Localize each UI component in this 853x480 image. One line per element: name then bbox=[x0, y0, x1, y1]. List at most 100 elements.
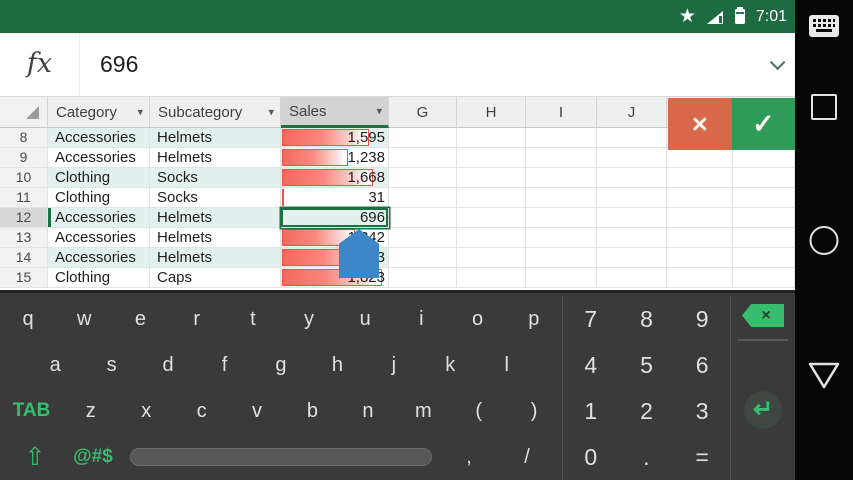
cell-empty[interactable] bbox=[733, 248, 795, 268]
cell-empty[interactable] bbox=[526, 248, 597, 268]
filter-dropdown-icon[interactable]: ▾ bbox=[268, 106, 274, 119]
row-header[interactable]: 13 bbox=[0, 228, 48, 248]
numpad-key-9[interactable]: 9 bbox=[695, 305, 709, 332]
cell-empty[interactable] bbox=[457, 208, 526, 228]
row-header[interactable]: 10 bbox=[0, 168, 48, 188]
cell-empty[interactable] bbox=[733, 148, 795, 168]
key-r[interactable]: r bbox=[193, 307, 200, 330]
key-d[interactable]: d bbox=[162, 353, 174, 376]
shift-key[interactable]: ⇧ bbox=[24, 443, 46, 471]
cell-empty[interactable] bbox=[389, 208, 457, 228]
cell-category[interactable]: Accessories bbox=[48, 208, 150, 228]
comma-key[interactable]: , bbox=[466, 445, 472, 468]
key-f[interactable]: f bbox=[221, 353, 228, 376]
enter-key[interactable]: ↵ bbox=[744, 391, 782, 429]
cell-subcategory[interactable]: Helmets bbox=[150, 148, 281, 168]
numpad-key-5[interactable]: 5 bbox=[640, 351, 653, 378]
cell-empty[interactable] bbox=[389, 128, 457, 148]
recents-icon[interactable] bbox=[811, 94, 837, 120]
home-icon[interactable] bbox=[809, 226, 839, 255]
key-k[interactable]: k bbox=[445, 353, 456, 376]
cell-subcategory[interactable]: Helmets bbox=[150, 248, 281, 268]
numpad-key-8[interactable]: 8 bbox=[640, 305, 653, 332]
numpad-key-6[interactable]: 6 bbox=[695, 351, 709, 378]
row-header[interactable]: 11 bbox=[0, 188, 48, 208]
key-b[interactable]: b bbox=[306, 399, 319, 422]
cell-subcategory[interactable]: Helmets bbox=[150, 128, 281, 148]
key-i[interactable]: i bbox=[419, 307, 424, 330]
cell-sales[interactable]: 31 bbox=[281, 188, 389, 208]
cell-empty[interactable] bbox=[389, 228, 457, 248]
space-key[interactable] bbox=[130, 448, 432, 466]
cell-empty[interactable] bbox=[526, 128, 597, 148]
symbols-key[interactable]: @#$ bbox=[73, 446, 113, 467]
key-h[interactable]: h bbox=[331, 353, 343, 376]
row-header[interactable]: 14 bbox=[0, 248, 48, 268]
cell-empty[interactable] bbox=[457, 188, 526, 208]
cell-subcategory[interactable]: Helmets bbox=[150, 228, 281, 248]
cell-empty[interactable] bbox=[597, 208, 667, 228]
cell-empty[interactable] bbox=[597, 248, 667, 268]
cell-category[interactable]: Clothing bbox=[48, 268, 150, 288]
cell-subcategory[interactable]: Socks bbox=[150, 188, 281, 208]
tab-key[interactable]: TAB bbox=[12, 400, 51, 421]
cell-category[interactable]: Clothing bbox=[48, 168, 150, 188]
key-x[interactable]: x bbox=[141, 399, 152, 422]
cell-empty[interactable] bbox=[667, 248, 733, 268]
key-z[interactable]: z bbox=[85, 399, 96, 422]
cell-empty[interactable] bbox=[389, 188, 457, 208]
cell-empty[interactable] bbox=[597, 128, 667, 148]
column-header-j[interactable]: J bbox=[597, 97, 667, 128]
key-l[interactable]: l bbox=[504, 353, 509, 376]
filter-dropdown-icon[interactable]: ▾ bbox=[376, 105, 382, 118]
key-g[interactable]: g bbox=[275, 353, 287, 376]
cell-empty[interactable] bbox=[389, 268, 457, 288]
cell-empty[interactable] bbox=[667, 148, 733, 168]
cell-empty[interactable] bbox=[526, 148, 597, 168]
cell-empty[interactable] bbox=[526, 208, 597, 228]
cell-empty[interactable] bbox=[667, 268, 733, 288]
numpad-key-0[interactable]: 0 bbox=[584, 443, 598, 470]
cell-empty[interactable] bbox=[457, 128, 526, 148]
cell-empty[interactable] bbox=[457, 268, 526, 288]
key-q[interactable]: q bbox=[22, 307, 34, 330]
cell-category[interactable]: Accessories bbox=[48, 148, 150, 168]
cell-empty[interactable] bbox=[457, 168, 526, 188]
cell-sales[interactable]: 1,668 bbox=[281, 168, 389, 188]
cell-empty[interactable] bbox=[526, 168, 597, 188]
key-y[interactable]: y bbox=[304, 307, 315, 330]
cell-empty[interactable] bbox=[667, 228, 733, 248]
cell-empty[interactable] bbox=[457, 228, 526, 248]
cell-empty[interactable] bbox=[526, 188, 597, 208]
key-c[interactable]: c bbox=[196, 399, 207, 422]
row-header[interactable]: 8 bbox=[0, 128, 48, 148]
key-j[interactable]: j bbox=[391, 353, 397, 376]
numpad-key-equals[interactable]: = bbox=[695, 443, 709, 470]
cell-empty[interactable] bbox=[597, 268, 667, 288]
cell-empty[interactable] bbox=[667, 168, 733, 188]
column-header-g[interactable]: G bbox=[389, 97, 457, 128]
cancel-button[interactable]: × bbox=[668, 98, 732, 150]
key-paren-close[interactable]: ) bbox=[530, 399, 538, 422]
cell-empty[interactable] bbox=[733, 188, 795, 208]
numpad-key-1[interactable]: 1 bbox=[584, 397, 598, 424]
select-all-button[interactable] bbox=[0, 97, 48, 128]
cell-empty[interactable] bbox=[526, 228, 597, 248]
cell-empty[interactable] bbox=[733, 168, 795, 188]
back-icon[interactable] bbox=[806, 360, 842, 390]
keyboard-toggle-icon[interactable] bbox=[808, 14, 840, 38]
backspace-key[interactable]: × bbox=[742, 304, 784, 327]
column-header-h[interactable]: H bbox=[457, 97, 526, 128]
slash-key[interactable]: / bbox=[524, 445, 530, 468]
cell-empty[interactable] bbox=[733, 268, 795, 288]
cell-category[interactable]: Accessories bbox=[48, 248, 150, 268]
numpad-key-7[interactable]: 7 bbox=[584, 305, 598, 332]
filter-dropdown-icon[interactable]: ▾ bbox=[137, 106, 143, 119]
numpad-key-3[interactable]: 3 bbox=[695, 397, 709, 424]
cell-empty[interactable] bbox=[597, 168, 667, 188]
cell-category[interactable]: Clothing bbox=[48, 188, 150, 208]
key-o[interactable]: o bbox=[472, 307, 484, 330]
cell-empty[interactable] bbox=[733, 208, 795, 228]
cell-subcategory[interactable]: Helmets bbox=[150, 208, 281, 228]
cell-subcategory[interactable]: Caps bbox=[150, 268, 281, 288]
